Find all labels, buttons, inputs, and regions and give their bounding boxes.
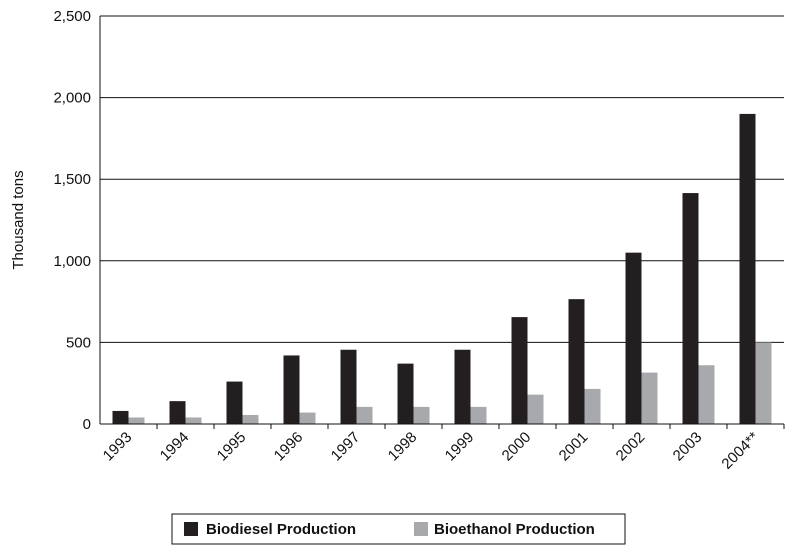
y-axis-title: Thousand tons xyxy=(10,170,27,269)
x-tick-label: 1994 xyxy=(157,429,193,465)
bar-biodiesel xyxy=(682,193,699,424)
y-tick-label: 1,000 xyxy=(53,253,91,270)
y-tick-label: 1,500 xyxy=(53,171,91,188)
legend-label-biodiesel: Biodiesel Production xyxy=(206,521,356,538)
y-tick-labels: 0 500 1,000 1,500 2,000 2,500 xyxy=(53,8,91,433)
y-tick-label: 0 xyxy=(83,416,91,433)
x-tick-label: 2002 xyxy=(613,429,649,465)
bar-bioethanol xyxy=(185,417,202,424)
bar-biodiesel xyxy=(112,410,129,424)
bar-bioethanol xyxy=(413,406,430,424)
x-tick-labels: 1993 1994 1995 1996 1997 1998 1999 2000 2001 2002… xyxy=(100,429,763,473)
x-tick-label: 2001 xyxy=(556,429,592,465)
x-tick-label: 1993 xyxy=(100,429,136,465)
x-tick-label: 1999 xyxy=(442,429,478,465)
bar-biodiesel xyxy=(625,252,642,424)
bar-biodiesel xyxy=(169,401,186,424)
legend-box xyxy=(171,513,626,545)
bar-biodiesel xyxy=(511,317,528,424)
x-tick-label: 1996 xyxy=(271,429,307,465)
legend-swatch-bioethanol xyxy=(414,522,428,536)
x-tick-label: 1995 xyxy=(214,429,250,465)
x-tick-label: 2000 xyxy=(499,429,535,465)
bar-bioethanol xyxy=(299,412,316,424)
bar-bioethanol xyxy=(527,394,544,424)
x-tick-label: 2003 xyxy=(670,429,706,465)
bar-bioethanol xyxy=(242,415,259,424)
x-tick-label: 2004** xyxy=(718,429,762,473)
legend-label-bioethanol: Bioethanol Production xyxy=(434,521,595,538)
bar-biodiesel xyxy=(283,355,300,424)
bar-bioethanol xyxy=(641,372,658,424)
y-tick-label: 2,000 xyxy=(53,90,91,107)
bar-bioethanol xyxy=(128,417,145,424)
bar-biodiesel xyxy=(226,381,243,424)
bar-biodiesel xyxy=(397,363,414,424)
x-tick-label: 1998 xyxy=(385,429,421,465)
y-tick-label: 500 xyxy=(66,334,91,351)
gridlines xyxy=(100,15,784,343)
bar-bioethanol xyxy=(470,406,487,424)
axes xyxy=(99,16,785,429)
legend: Biodiesel Production Bioethanol Productio… xyxy=(171,513,626,545)
bar-biodiesel xyxy=(739,113,756,425)
legend-swatch-biodiesel xyxy=(184,522,198,536)
y-tick-label: 2,500 xyxy=(53,8,91,25)
bar-bioethanol xyxy=(698,365,715,424)
bar-biodiesel xyxy=(568,299,585,424)
bar-biodiesel xyxy=(454,349,471,424)
bars xyxy=(112,113,772,425)
x-tick-label: 1997 xyxy=(328,429,364,465)
bar-bioethanol xyxy=(356,406,373,424)
bar-bioethanol xyxy=(584,388,601,424)
bar-biodiesel xyxy=(340,349,357,424)
bar-bioethanol xyxy=(755,342,772,424)
